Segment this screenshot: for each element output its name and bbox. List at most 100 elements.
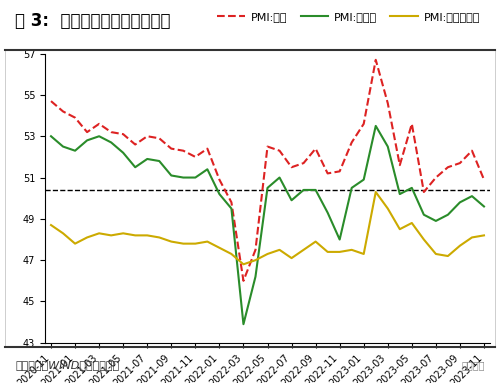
PMI:生产 <box>421 190 427 194</box>
PMI:生产 <box>372 57 378 62</box>
PMI:原材料库存 <box>60 231 66 236</box>
PMI:生产 <box>228 200 234 205</box>
PMI:原材料库存 <box>421 237 427 242</box>
PMI:生产 <box>144 134 150 139</box>
PMI:采购量 <box>348 186 354 190</box>
PMI:采购量 <box>84 138 90 143</box>
PMI:原材料库存 <box>264 252 270 256</box>
PMI:采购量 <box>312 188 318 192</box>
PMI:采购量 <box>469 194 475 198</box>
PMI:生产 <box>96 121 102 126</box>
PMI:采购量 <box>288 198 294 203</box>
PMI:原材料库存 <box>120 231 126 236</box>
PMI:采购量 <box>397 192 403 196</box>
PMI:生产 <box>60 109 66 114</box>
PMI:生产 <box>264 144 270 149</box>
PMI:生产 <box>240 278 246 283</box>
PMI:原材料库存 <box>216 246 222 250</box>
PMI:生产 <box>120 132 126 136</box>
PMI:原材料库存 <box>409 221 415 225</box>
PMI:原材料库存 <box>240 262 246 267</box>
PMI:生产 <box>348 140 354 145</box>
PMI:原材料库存 <box>469 235 475 240</box>
PMI:原材料库存 <box>312 239 318 244</box>
PMI:采购量 <box>457 200 463 205</box>
PMI:采购量 <box>192 175 198 180</box>
PMI:生产 <box>276 148 282 153</box>
PMI:原材料库存 <box>397 227 403 231</box>
Text: 资料来源：WIND，财信研究院: 资料来源：WIND，财信研究院 <box>15 360 119 370</box>
PMI:原材料库存 <box>252 258 258 262</box>
PMI:采购量 <box>144 157 150 161</box>
PMI:采购量 <box>445 213 451 217</box>
PMI:采购量 <box>204 167 210 172</box>
PMI:采购量 <box>132 165 138 170</box>
PMI:原材料库存 <box>445 254 451 258</box>
PMI:采购量 <box>216 192 222 196</box>
PMI:生产 <box>312 146 318 151</box>
PMI:原材料库存 <box>84 235 90 240</box>
PMI:生产 <box>397 163 403 167</box>
PMI:原材料库存 <box>72 241 78 246</box>
PMI:原材料库存 <box>132 233 138 238</box>
PMI:生产 <box>132 142 138 147</box>
PMI:采购量 <box>180 175 186 180</box>
PMI:生产 <box>156 136 162 141</box>
Line: PMI:原材料库存: PMI:原材料库存 <box>51 192 484 264</box>
PMI:采购量 <box>324 210 330 215</box>
PMI:采购量 <box>409 186 415 190</box>
PMI:生产 <box>108 130 114 134</box>
PMI:原材料库存 <box>168 239 174 244</box>
PMI:采购量 <box>120 151 126 155</box>
PMI:生产 <box>192 155 198 159</box>
PMI:原材料库存 <box>360 252 366 256</box>
PMI:生产 <box>72 115 78 120</box>
PMI:采购量 <box>336 237 342 242</box>
PMI:采购量 <box>300 188 306 192</box>
PMI:生产 <box>216 177 222 182</box>
PMI:生产 <box>433 175 439 180</box>
PMI:生产 <box>180 148 186 153</box>
PMI:生产 <box>409 121 415 126</box>
PMI:采购量 <box>360 177 366 182</box>
PMI:原材料库存 <box>204 239 210 244</box>
PMI:原材料库存 <box>192 241 198 246</box>
PMI:原材料库存 <box>324 250 330 254</box>
PMI:原材料库存 <box>96 231 102 236</box>
PMI:生产 <box>204 146 210 151</box>
PMI:生产 <box>457 161 463 165</box>
Line: PMI:生产: PMI:生产 <box>51 60 484 281</box>
Text: 图 3:  制造业生产扩张小幅放缓: 图 3: 制造业生产扩张小幅放缓 <box>15 12 171 30</box>
PMI:生产 <box>48 99 54 103</box>
PMI:采购量 <box>385 144 391 149</box>
PMI:采购量 <box>108 140 114 145</box>
PMI:原材料库存 <box>457 244 463 248</box>
PMI:原材料库存 <box>348 247 354 252</box>
PMI:采购量 <box>421 213 427 217</box>
PMI:采购量 <box>481 204 487 209</box>
PMI:生产 <box>168 146 174 151</box>
PMI:采购量 <box>96 134 102 139</box>
PMI:原材料库存 <box>385 206 391 211</box>
PMI:采购量 <box>372 124 378 128</box>
PMI:生产 <box>360 121 366 126</box>
PMI:原材料库存 <box>276 247 282 252</box>
PMI:生产 <box>252 247 258 252</box>
PMI:采购量 <box>72 148 78 153</box>
PMI:生产 <box>469 148 475 153</box>
PMI:原材料库存 <box>156 235 162 240</box>
PMI:采购量 <box>433 219 439 223</box>
PMI:生产 <box>300 161 306 165</box>
PMI:生产 <box>324 171 330 176</box>
PMI:原材料库存 <box>336 250 342 254</box>
PMI:采购量 <box>240 322 246 326</box>
PMI:采购量 <box>48 134 54 139</box>
PMI:原材料库存 <box>48 223 54 228</box>
PMI:采购量 <box>168 173 174 178</box>
PMI:原材料库存 <box>372 190 378 194</box>
PMI:采购量 <box>228 206 234 211</box>
PMI:原材料库存 <box>481 233 487 238</box>
PMI:原材料库存 <box>108 233 114 238</box>
PMI:采购量 <box>60 144 66 149</box>
PMI:采购量 <box>276 175 282 180</box>
